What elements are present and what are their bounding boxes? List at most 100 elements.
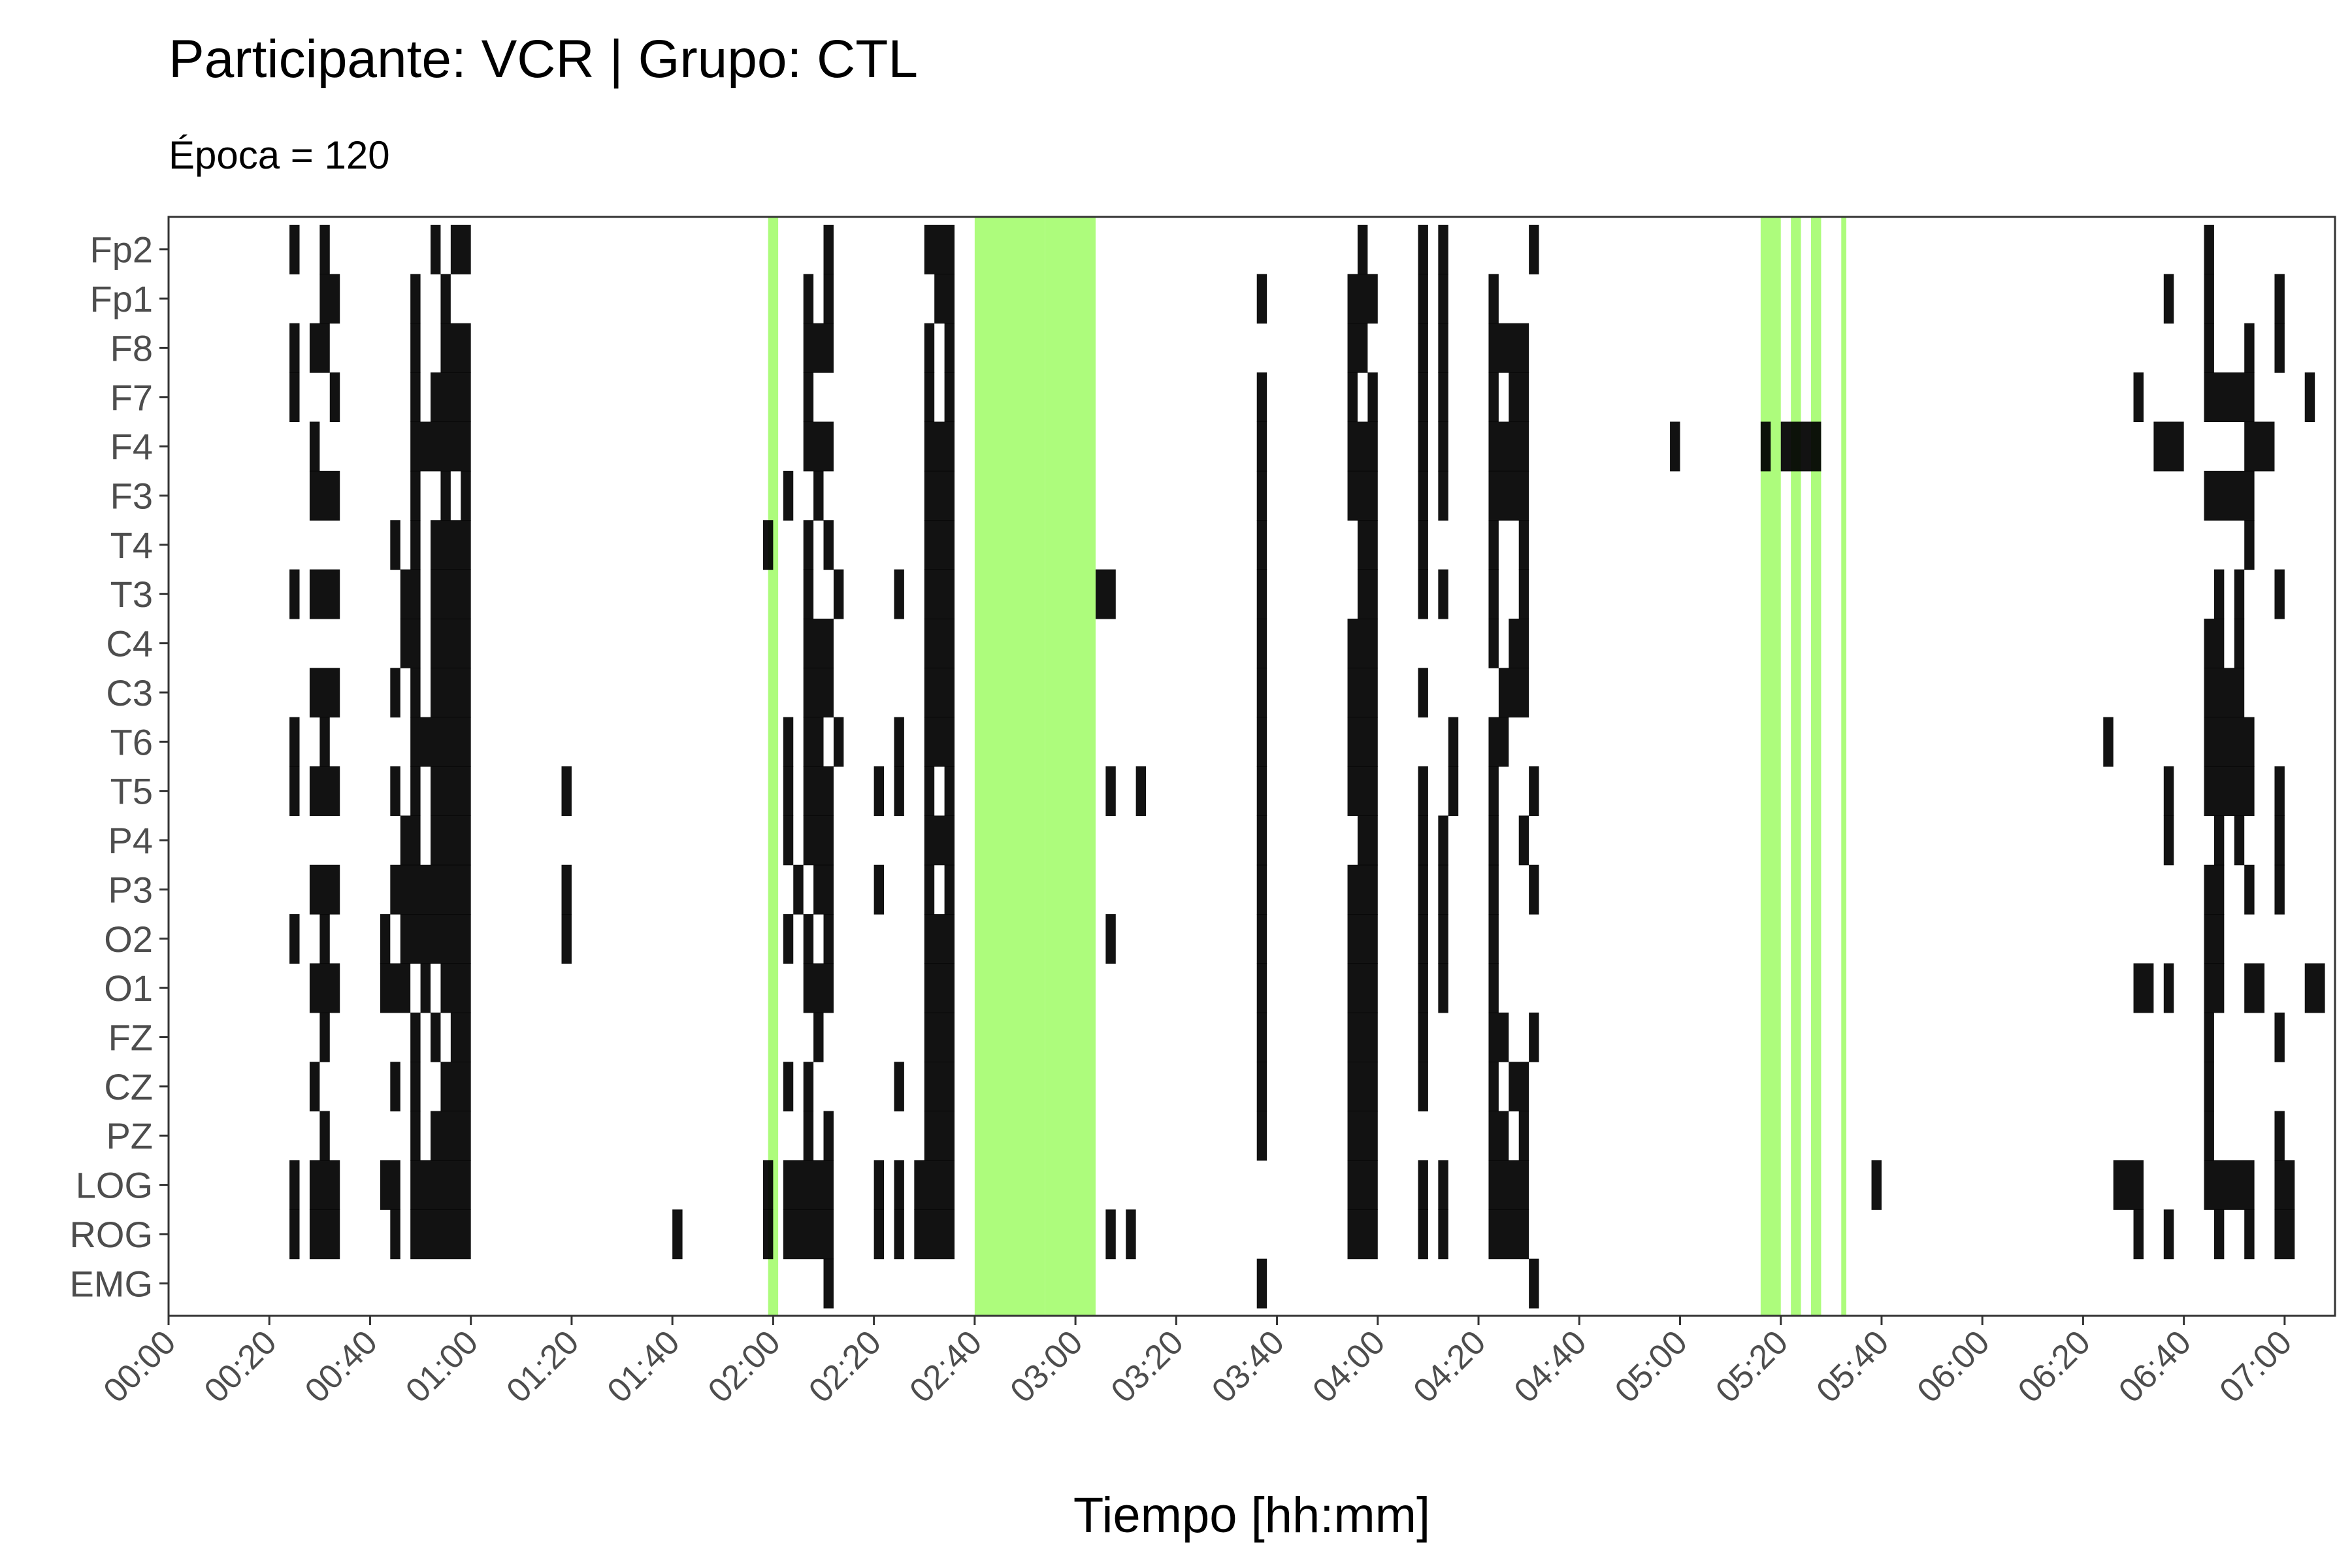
cell-o2-9 — [1105, 914, 1116, 964]
cell-rog-8 — [894, 1209, 904, 1260]
artifact-cells — [289, 225, 2325, 1309]
y-tick-label-p3: P3 — [108, 869, 154, 910]
cell-f7-12 — [1488, 372, 1499, 423]
x-tick-label-12: 04:00 — [1305, 1323, 1392, 1410]
cell-o2-15 — [2204, 914, 2225, 964]
cell-t6-6 — [894, 717, 904, 767]
cell-c4-4 — [1256, 618, 1267, 668]
cell-t6-5 — [833, 717, 844, 767]
cell-log-15 — [2204, 1160, 2255, 1210]
cell-t4-9 — [1418, 520, 1428, 570]
cell-o2-0 — [289, 914, 300, 964]
highlight-band-5 — [1810, 217, 1821, 1316]
cell-pz-7 — [1347, 1111, 1378, 1161]
cell-t5-13 — [1135, 766, 1147, 816]
x-axis: 00:00 00:20 00:40 01:00 01:20 01:40 02:00 02:20… — [96, 1316, 2299, 1411]
cell-o2-10 — [1256, 914, 1267, 964]
cell-p4-7 — [1418, 815, 1428, 866]
cell-pz-0 — [319, 1111, 330, 1161]
cell-o1-10 — [1488, 963, 1499, 1013]
cell-log-10 — [1418, 1160, 1428, 1210]
cell-rog-14 — [1438, 1209, 1448, 1260]
cell-f8-12 — [2244, 323, 2255, 373]
cell-f4-7 — [1438, 421, 1448, 472]
cell-pz-3 — [803, 1111, 814, 1161]
cell-t3-12 — [1438, 569, 1448, 619]
cell-c3-9 — [1498, 668, 1529, 718]
cell-o1-11 — [2133, 963, 2154, 1013]
cell-cz-11 — [1488, 1062, 1499, 1112]
cell-t5-17 — [1448, 766, 1459, 816]
cell-t4-8 — [1357, 520, 1378, 570]
cell-cz-7 — [924, 1062, 955, 1112]
cell-rog-17 — [2163, 1209, 2174, 1260]
cell-f4-8 — [1488, 421, 1529, 472]
cell-f4-4 — [1256, 421, 1267, 472]
y-tick-label-fp2: Fp2 — [90, 229, 154, 270]
cell-fp1-9 — [1438, 274, 1448, 324]
cell-o2-1 — [319, 914, 330, 964]
plot-background — [169, 217, 2335, 1316]
cell-f3-7 — [1256, 470, 1267, 521]
cell-f7-0 — [289, 372, 300, 423]
cell-t3-7 — [924, 569, 955, 619]
cell-o2-8 — [924, 914, 955, 964]
cell-f4-3 — [924, 421, 955, 472]
cell-t5-5 — [561, 766, 572, 816]
x-tick-label-5: 01:40 — [600, 1323, 687, 1410]
cell-cz-3 — [440, 1062, 471, 1112]
cell-f4-0 — [309, 421, 320, 472]
cell-p4-12 — [2213, 815, 2225, 866]
cell-fp2-5 — [924, 225, 955, 274]
cell-rog-19 — [2244, 1209, 2255, 1260]
cell-p4-8 — [1438, 815, 1448, 866]
cell-t6-10 — [1448, 717, 1459, 767]
cell-log-12 — [1488, 1160, 1529, 1210]
cell-t3-17 — [2274, 569, 2285, 619]
cell-fz-4 — [813, 1012, 824, 1062]
cell-fp1-3 — [803, 274, 814, 324]
cell-o2-3 — [400, 914, 471, 964]
cell-t6-7 — [924, 717, 955, 767]
y-tick-label-f4: F4 — [110, 426, 153, 467]
cell-t5-12 — [1105, 766, 1116, 816]
cell-fp1-10 — [1488, 274, 1499, 324]
cell-t4-4 — [803, 520, 814, 570]
cell-t3-10 — [1357, 569, 1378, 619]
cell-t4-5 — [823, 520, 834, 570]
cell-t5-16 — [1418, 766, 1428, 816]
plot-frame — [167, 216, 2336, 1317]
cell-p4-14 — [2274, 815, 2285, 866]
x-tick-label-10: 03:20 — [1104, 1323, 1191, 1410]
cell-log-7 — [894, 1160, 904, 1210]
x-tick-label-18: 06:00 — [1910, 1323, 1997, 1410]
cell-o2-13 — [1438, 914, 1448, 964]
x-tick-label-7: 02:20 — [802, 1323, 889, 1410]
cell-fp1-12 — [2204, 274, 2214, 324]
cell-t4-2 — [431, 520, 471, 570]
cell-rog-5 — [762, 1209, 774, 1260]
cell-c3-1 — [390, 668, 400, 718]
chart-title: Participante: VCR | Grupo: CTL — [169, 29, 918, 89]
cell-c3-4 — [803, 668, 834, 718]
cell-f3-12 — [2204, 470, 2255, 521]
cell-c4-8 — [2204, 618, 2225, 668]
cell-fz-1 — [410, 1012, 421, 1062]
cell-log-9 — [1347, 1160, 1378, 1210]
cell-p4-5 — [1256, 815, 1267, 866]
y-tick-label-log: LOG — [76, 1165, 153, 1206]
cell-fz-12 — [2274, 1012, 2285, 1062]
cell-rog-13 — [1418, 1209, 1428, 1260]
cell-rog-12 — [1347, 1209, 1378, 1260]
cell-f4-11 — [1780, 421, 1821, 472]
cell-f3-4 — [783, 470, 794, 521]
cell-o1-15 — [2304, 963, 2325, 1013]
cell-t5-9 — [894, 766, 904, 816]
cell-fp2-2 — [431, 225, 441, 274]
cell-t5-18 — [1488, 766, 1499, 816]
y-tick-label-f7: F7 — [110, 377, 153, 418]
x-tick-label-9: 03:00 — [1004, 1323, 1090, 1410]
x-tick-label-14: 04:40 — [1507, 1323, 1594, 1410]
cell-f3-1 — [410, 470, 421, 521]
cell-c4-2 — [803, 618, 834, 668]
